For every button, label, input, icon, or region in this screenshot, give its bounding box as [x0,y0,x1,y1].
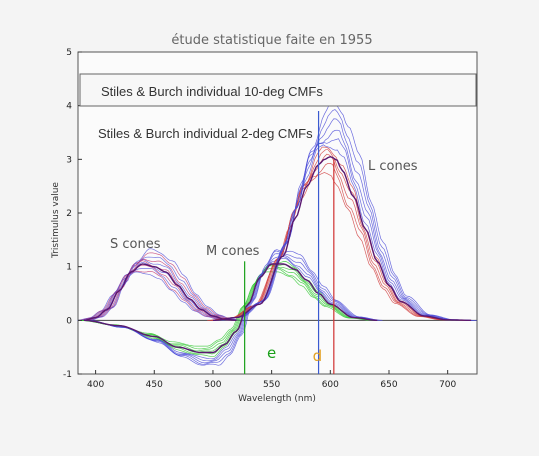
y-tick-label: 2 [66,209,72,219]
y-axis-label: Tristimulus value [51,182,61,259]
s-cone-observer-curve [86,259,240,321]
l-cone-observer-curve [218,103,477,321]
l-cones-label: L cones [368,159,418,174]
y-tick-label: 5 [66,48,72,58]
y-tick-label: 3 [66,155,72,165]
x-tick-label: 500 [204,380,221,390]
s-cones-label: S cones [110,237,161,252]
x-tick-label: 400 [87,380,104,390]
y-tick-label: 1 [66,263,72,273]
legend-label-2deg: Stiles & Burch individual 2-deg CMFs [98,126,313,141]
x-tick-label: 600 [322,380,339,390]
y-tick-label: -1 [63,370,72,380]
x-tick-label: 650 [380,380,397,390]
s-cone-observer-curve [77,271,231,321]
series-layer [83,155,472,354]
m-cones-label: M cones [206,244,260,259]
x-tick-label: 550 [263,380,280,390]
m-cones-mean-line [83,263,378,354]
y-tick-label: 4 [66,102,72,112]
s-cone-observer-curve [88,252,242,321]
legend-box-10deg [79,73,477,107]
y-tick-label: 0 [66,316,72,326]
ticks-layer: 400 450 500 550 600 650 700 -1 0 1 2 3 4 5 [63,48,457,390]
x-axis-label: Wavelength (nm) [238,394,316,404]
marker-e-label: e [267,344,276,362]
s-cone-observer-curve [87,256,241,321]
s-cones-mean-line [83,263,237,321]
s-cone-observer-curve [79,267,233,321]
l-cones-mean-line [213,155,472,321]
chart-title: étude statistique faite en 1955 [171,33,372,48]
marker-d-label: d [313,347,323,365]
legend-label-10deg: Stiles & Burch individual 10-deg CMFs [101,84,323,99]
x-tick-label: 700 [439,380,456,390]
s-cone-observer-curve [90,248,243,321]
s-cone-observer-curve [78,270,232,321]
vertical-lines-layer [244,111,335,374]
x-tick-label: 450 [146,380,163,390]
